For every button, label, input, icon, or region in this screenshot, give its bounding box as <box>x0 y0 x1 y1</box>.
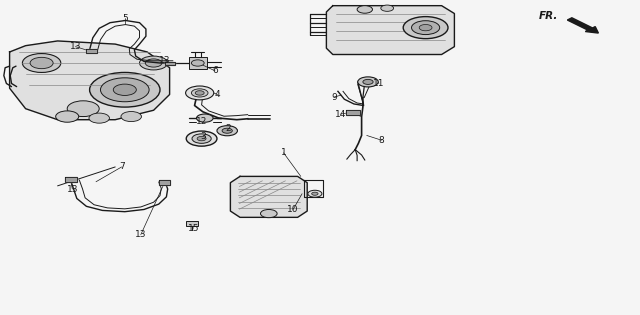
Circle shape <box>363 79 373 84</box>
Circle shape <box>191 60 204 66</box>
Circle shape <box>260 209 277 218</box>
Bar <box>189 57 207 69</box>
Polygon shape <box>165 62 175 65</box>
Text: 6: 6 <box>212 66 218 75</box>
Circle shape <box>30 57 53 69</box>
Circle shape <box>145 59 162 67</box>
Circle shape <box>312 192 318 195</box>
Circle shape <box>56 111 79 122</box>
Circle shape <box>113 84 136 95</box>
Circle shape <box>381 5 394 11</box>
Text: 9: 9 <box>332 93 337 101</box>
Text: 13: 13 <box>67 185 78 193</box>
Circle shape <box>192 134 211 143</box>
Circle shape <box>90 72 160 107</box>
Text: 4: 4 <box>215 90 220 99</box>
Circle shape <box>186 86 214 100</box>
Polygon shape <box>159 180 170 185</box>
Circle shape <box>121 112 141 122</box>
Text: 11: 11 <box>373 79 385 88</box>
Polygon shape <box>10 41 170 120</box>
Text: 13: 13 <box>135 230 147 239</box>
Text: 13: 13 <box>70 42 81 51</box>
Circle shape <box>308 190 322 197</box>
Circle shape <box>357 6 372 13</box>
Circle shape <box>67 101 99 117</box>
Circle shape <box>217 126 237 136</box>
Polygon shape <box>346 110 360 115</box>
Polygon shape <box>86 49 97 53</box>
Polygon shape <box>230 176 307 217</box>
Text: 2: 2 <box>226 124 231 133</box>
Text: 12: 12 <box>196 117 207 126</box>
Circle shape <box>100 78 149 102</box>
Circle shape <box>22 54 61 72</box>
Circle shape <box>89 113 109 123</box>
FancyArrow shape <box>567 18 598 33</box>
Circle shape <box>196 114 213 122</box>
Polygon shape <box>326 6 454 54</box>
Circle shape <box>195 91 204 95</box>
Circle shape <box>403 17 448 39</box>
Text: 7: 7 <box>119 163 124 171</box>
Text: 10: 10 <box>287 205 299 214</box>
Text: 5: 5 <box>123 14 128 23</box>
Circle shape <box>191 89 208 97</box>
Circle shape <box>140 56 168 70</box>
Text: 15: 15 <box>188 224 199 233</box>
Text: 3: 3 <box>201 132 206 140</box>
Text: FR.: FR. <box>539 11 558 21</box>
Text: 13: 13 <box>159 56 171 65</box>
Text: 8: 8 <box>379 136 384 145</box>
Circle shape <box>358 77 378 87</box>
Circle shape <box>186 131 217 146</box>
Text: 14: 14 <box>335 110 346 118</box>
Circle shape <box>419 25 432 31</box>
Circle shape <box>222 128 232 133</box>
Circle shape <box>412 21 440 35</box>
Polygon shape <box>65 177 77 182</box>
Circle shape <box>197 136 206 141</box>
Bar <box>186 221 198 226</box>
Text: 1: 1 <box>281 148 286 157</box>
